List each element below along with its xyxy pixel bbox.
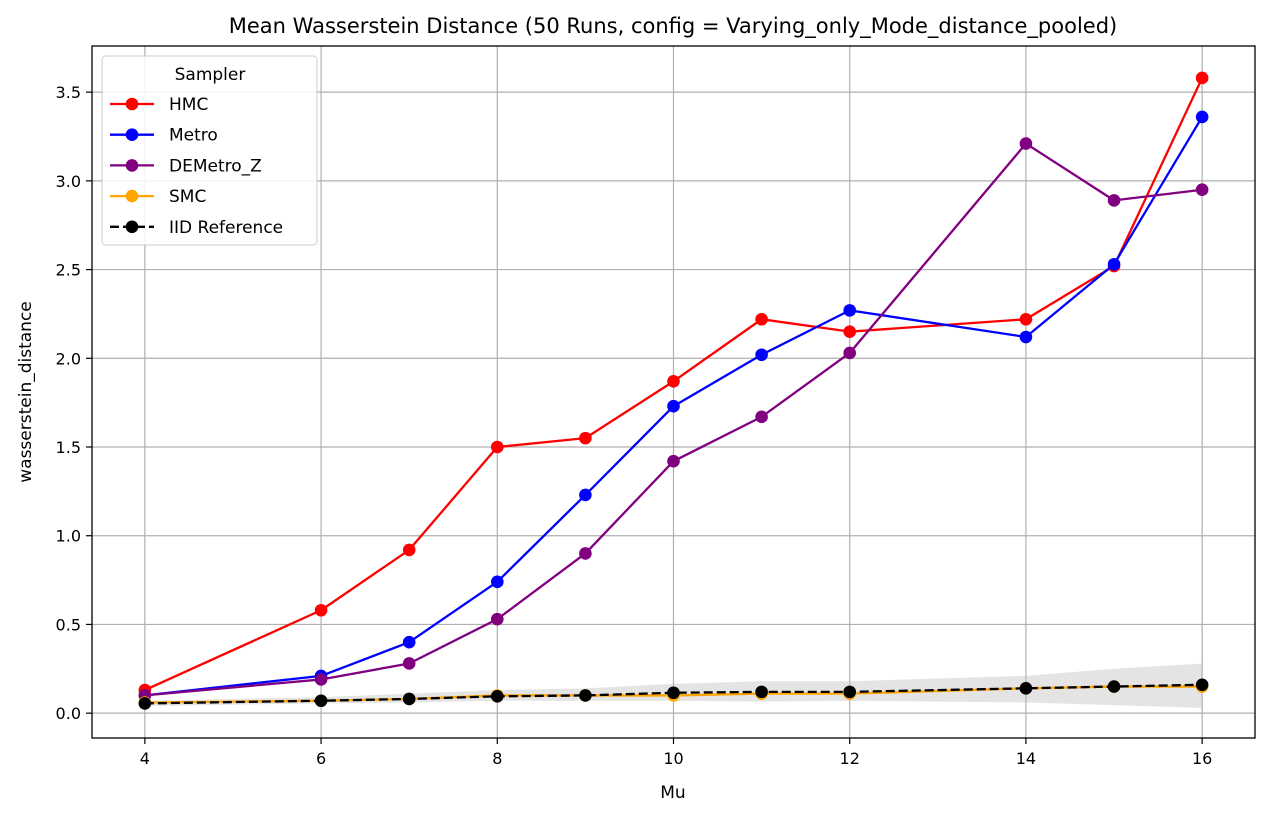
legend-marker [125,189,139,203]
legend-marker [125,97,139,111]
data-point [755,348,768,362]
x-tick-label: 14 [1016,749,1036,768]
x-tick-label: 16 [1192,749,1212,768]
data-point [579,431,592,445]
y-tick-label: 2.5 [56,261,81,280]
data-point [314,603,328,617]
data-point [1019,330,1033,344]
legend-marker [125,128,139,141]
x-tick-label: 8 [492,749,502,768]
data-point [1195,110,1209,124]
y-axis-label: wasserstein_distance [16,301,36,483]
data-point [843,325,857,338]
legend-entry: IID Reference [110,218,283,238]
data-point [755,685,768,699]
data-point [490,612,504,626]
data-point [755,312,768,326]
data-point [1019,682,1033,695]
legend-entry: SMC [110,187,206,207]
legend-entry: HMC [110,95,208,115]
data-point [1195,71,1209,85]
legend-label: DEMetro_Z [169,156,262,176]
data-point [667,399,680,413]
data-point [667,375,680,388]
y-tick-label: 2.0 [56,349,81,368]
x-tick-label: 6 [316,749,326,768]
data-point [402,543,416,557]
data-point [1107,194,1121,207]
series-lines [138,71,1209,710]
chart-title: Mean Wasserstein Distance (50 Runs, conf… [229,14,1117,39]
legend-entry: Metro [110,126,218,146]
data-point [1107,257,1121,271]
legend-label: HMC [169,95,208,115]
data-point [314,673,328,686]
legend-marker [125,159,139,172]
legend-entry: DEMetro_Z [110,156,262,176]
legend-label: SMC [169,187,206,207]
data-point [1195,678,1209,692]
legend-label: Metro [169,126,218,146]
data-point [490,690,504,703]
y-tick-label: 0.0 [56,704,81,723]
legend-title: Sampler [175,65,246,85]
y-tick-label: 3.0 [56,172,81,191]
series-0 [138,71,1209,697]
y-tick-label: 1.5 [56,438,81,457]
y-tick-label: 3.5 [56,83,81,102]
data-point [138,697,152,710]
legend: Sampler HMC Metro DEMetro_Z SMC IID Referenc… [101,55,318,246]
y-tick-label: 1.0 [56,527,81,546]
data-point [1019,312,1033,326]
series-4 [138,678,1209,710]
x-tick-label: 4 [140,749,150,768]
data-point [490,575,504,589]
data-point [1019,137,1033,150]
data-point [843,304,857,317]
x-axis-label: Mu [660,783,685,803]
data-point [402,635,416,649]
data-point [1195,183,1209,197]
x-tick-label: 12 [840,749,860,768]
data-point [402,692,416,706]
data-point [579,689,592,702]
legend-label: IID Reference [169,218,283,238]
legend-marker [125,220,139,234]
data-point [490,440,504,454]
data-point [314,694,328,708]
y-tick-label: 0.5 [56,615,81,634]
x-tick-label: 10 [663,749,683,768]
data-point [579,547,592,560]
legend-entries: HMC Metro DEMetro_Z SMC IID Reference [110,95,283,238]
grid-lines [92,46,1255,738]
data-point [579,488,592,502]
data-point [402,657,416,670]
axis-ticks: 4 6 8 10 12 14 16 0.0 0.5 1.0 1.5 2.0 2.5 3.0 3.5 [56,83,1213,768]
data-point [755,410,768,424]
data-point [667,454,680,468]
legend-box [101,55,318,246]
data-point [667,686,680,700]
data-point [1107,680,1121,693]
data-point [843,346,857,360]
data-point [843,685,857,699]
